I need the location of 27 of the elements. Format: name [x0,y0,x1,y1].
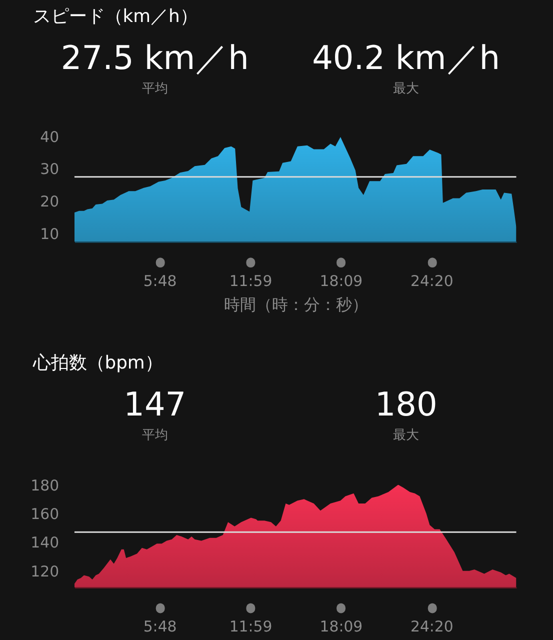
text: 27.5 km／h [60,38,249,77]
text: 最大 [393,428,420,444]
text: 147 [124,385,186,424]
x-tick-label: 18:09 [320,272,363,290]
x-tick-label: 24:20 [410,272,454,290]
chart-title: スピード（km／h） [32,6,198,28]
x-tick-label: 11:59 [229,618,272,636]
y-tick-label: 160 [30,504,60,523]
chart-title: 心拍数（bpm） [32,352,163,374]
x-axis-title: 時間（時：分：秒） [224,294,368,314]
x-tick-label: 5:48 [143,272,177,290]
y-tick-label: 40 [40,128,60,146]
x-tick-label: 18:09 [320,618,363,636]
y-tick-label: 120 [30,562,60,580]
text: 平均 [142,428,168,444]
text: 180 [374,385,438,424]
y-tick-label: 180 [30,476,60,494]
x-tick-label: 5:48 [143,618,177,636]
y-tick-label: 30 [40,160,60,178]
y-tick-label: 140 [30,534,60,552]
text: 最大 [393,82,420,97]
y-tick-label: 10 [40,225,60,244]
x-tick-label: 11:59 [229,272,272,290]
text: 40.2 km／h [312,38,500,77]
y-tick-label: 20 [40,192,60,211]
text: 平均 [142,82,168,97]
x-tick-label: 24:20 [410,618,454,636]
